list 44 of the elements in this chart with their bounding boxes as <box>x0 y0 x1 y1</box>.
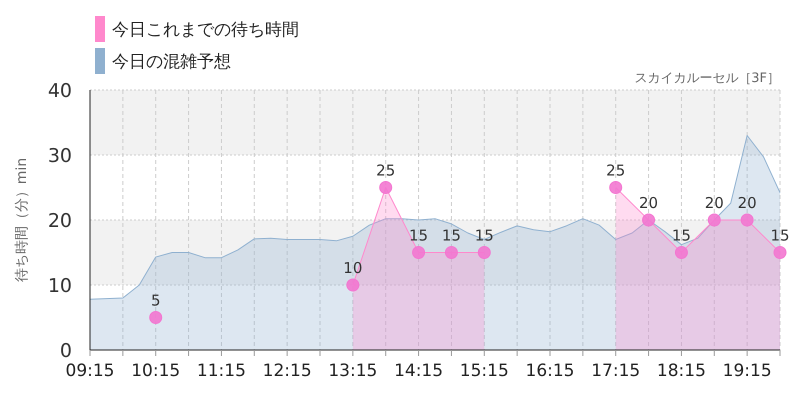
data-label: 5 <box>150 292 160 310</box>
point <box>642 214 656 226</box>
x-tick-label: 16:15 <box>526 361 574 381</box>
x-tick-label: 10:15 <box>131 361 180 381</box>
y-tick-label: 20 <box>48 210 72 232</box>
y-tick-label: 0 <box>60 340 72 362</box>
x-tick-label: 18:15 <box>656 361 706 381</box>
point <box>149 311 162 324</box>
legend-label: 今日これまでの待ち時間 <box>112 20 299 40</box>
point <box>346 278 360 292</box>
data-label: 15 <box>409 226 428 244</box>
x-tick-label: 11:15 <box>196 361 246 381</box>
y-tick-label: 30 <box>48 145 72 167</box>
chart-subtitle: スカイカルーセル［3F］ <box>634 71 780 86</box>
y-axis-title: 待ち時間（分）min <box>14 158 30 282</box>
data-label: 25 <box>606 162 626 180</box>
point <box>379 181 392 194</box>
point <box>478 246 491 259</box>
y-tick-label: 40 <box>48 80 72 102</box>
x-tick-label: 09:15 <box>66 361 114 381</box>
x-tick-label: 14:15 <box>394 361 444 381</box>
data-label: 25 <box>376 162 396 180</box>
x-tick-label: 19:15 <box>722 361 772 381</box>
y-tick-label: 10 <box>48 275 72 297</box>
x-tick-label: 12:15 <box>262 361 312 381</box>
data-label: 10 <box>343 259 362 277</box>
point <box>774 246 786 259</box>
data-label: 15 <box>672 226 691 244</box>
legend-label: 今日の混雑予想 <box>112 52 231 72</box>
point <box>674 246 688 259</box>
data-label: 15 <box>442 226 461 244</box>
point <box>444 246 458 259</box>
data-label: 15 <box>770 226 790 244</box>
point <box>740 214 754 226</box>
data-label: 20 <box>738 194 757 212</box>
point <box>412 246 426 259</box>
data-label: 20 <box>639 194 658 212</box>
x-tick-label: 15:15 <box>460 361 509 381</box>
point <box>708 214 721 226</box>
data-label: 15 <box>474 226 494 244</box>
x-tick-label: 13:15 <box>328 361 378 381</box>
x-tick-label: 17:15 <box>591 361 640 381</box>
point <box>609 181 622 194</box>
data-label: 20 <box>704 194 724 212</box>
